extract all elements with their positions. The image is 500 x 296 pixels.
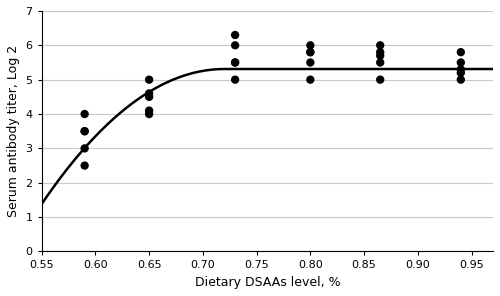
Point — [145, 91, 153, 96]
Point — [457, 70, 465, 75]
Point — [231, 77, 239, 82]
Point — [376, 50, 384, 54]
Point — [376, 77, 384, 82]
Point — [376, 53, 384, 58]
Point — [306, 50, 314, 54]
Point — [145, 94, 153, 99]
Point — [457, 50, 465, 54]
Point — [145, 108, 153, 113]
Point — [306, 60, 314, 65]
Point — [145, 112, 153, 116]
Point — [231, 33, 239, 37]
Y-axis label: Serum antibody titer, Log 2: Serum antibody titer, Log 2 — [7, 45, 20, 217]
Point — [80, 146, 88, 151]
Point — [306, 50, 314, 54]
Point — [80, 163, 88, 168]
Point — [457, 67, 465, 72]
Point — [306, 43, 314, 48]
Point — [306, 77, 314, 82]
Point — [376, 43, 384, 48]
X-axis label: Dietary DSAAs level, %: Dietary DSAAs level, % — [194, 276, 340, 289]
Point — [80, 129, 88, 133]
Point — [457, 77, 465, 82]
Point — [231, 60, 239, 65]
Point — [80, 112, 88, 116]
Point — [145, 77, 153, 82]
Point — [376, 60, 384, 65]
Point — [231, 60, 239, 65]
Point — [80, 129, 88, 133]
Point — [457, 60, 465, 65]
Point — [231, 43, 239, 48]
